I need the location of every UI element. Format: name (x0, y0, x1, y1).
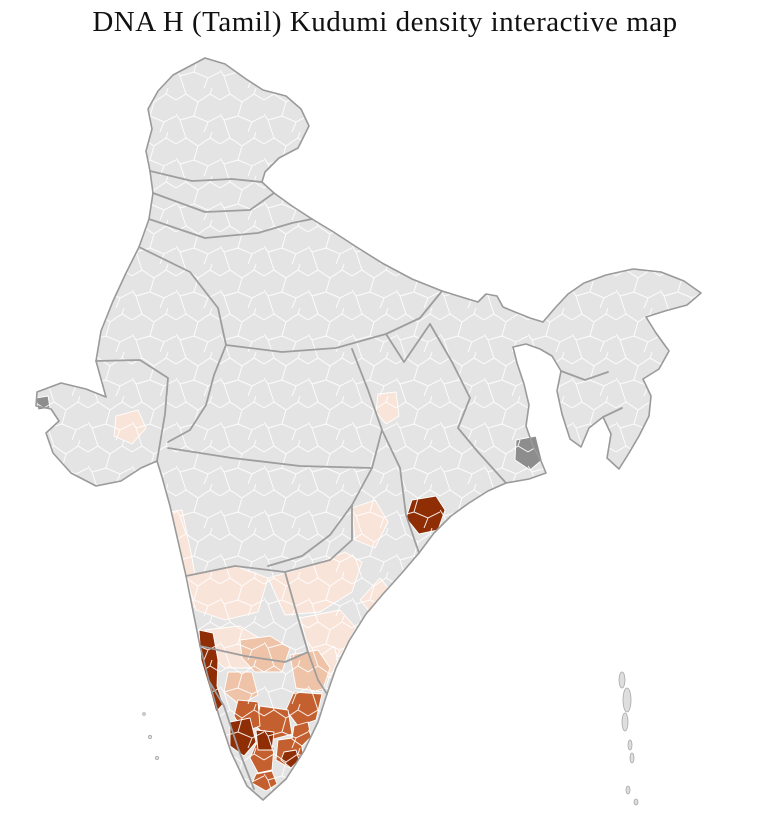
island (618, 671, 626, 689)
island (142, 712, 146, 716)
page-title: DNA H (Tamil) Kudumi density interactive… (92, 6, 678, 38)
state-borders (95, 170, 623, 790)
island (629, 752, 635, 764)
island (622, 687, 632, 713)
andaman-nicobar-islands[interactable] (618, 671, 639, 806)
island (633, 798, 639, 806)
island (627, 739, 633, 751)
island (621, 712, 629, 732)
india-outline (35, 57, 702, 801)
island (154, 755, 160, 761)
district-high-tn-central[interactable] (255, 729, 275, 751)
map-root (35, 57, 702, 806)
lakshadweep-islands[interactable] (142, 712, 160, 761)
island (147, 734, 153, 740)
island (625, 785, 631, 795)
